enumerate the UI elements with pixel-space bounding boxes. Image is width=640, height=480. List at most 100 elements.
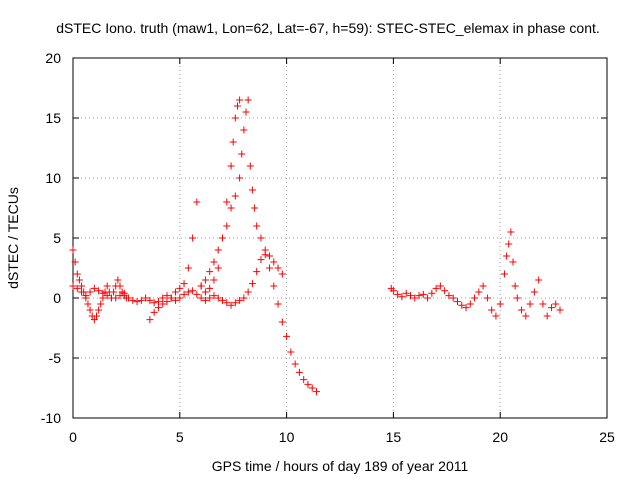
data-point — [189, 234, 197, 242]
data-point — [522, 312, 530, 320]
data-point — [110, 288, 118, 296]
x-tick-label: 15 — [386, 429, 402, 445]
data-point — [295, 368, 303, 376]
data-point — [507, 228, 515, 236]
data-point — [530, 288, 538, 296]
data-point — [471, 294, 479, 302]
data-point — [556, 306, 564, 314]
data-point — [176, 294, 184, 302]
data-point — [223, 222, 231, 230]
data-point — [214, 294, 222, 302]
data-point — [415, 292, 423, 300]
data-point — [278, 318, 286, 326]
data-point — [73, 270, 81, 278]
data-point — [150, 299, 158, 307]
data-point — [246, 162, 254, 170]
y-tick-label: 20 — [45, 50, 61, 66]
data-point — [201, 288, 209, 296]
data-point — [511, 282, 519, 290]
data-point — [449, 294, 457, 302]
data-point — [73, 284, 81, 292]
data-point — [193, 198, 201, 206]
data-point — [253, 222, 261, 230]
data-point — [229, 138, 237, 146]
series-group — [69, 96, 564, 396]
data-point — [103, 292, 111, 300]
x-tick-label: 20 — [492, 429, 508, 445]
data-point — [210, 258, 218, 266]
data-point — [210, 276, 218, 284]
data-point — [503, 252, 511, 260]
data-point — [219, 296, 227, 304]
data-point — [496, 300, 504, 308]
data-point — [223, 299, 231, 307]
data-point — [114, 276, 122, 284]
data-point — [159, 300, 167, 308]
data-point — [78, 282, 86, 290]
data-point — [163, 292, 171, 300]
data-point — [86, 306, 94, 314]
data-point — [184, 288, 192, 296]
data-point — [99, 289, 107, 297]
data-point — [475, 288, 483, 296]
data-point — [227, 301, 235, 309]
data-point — [539, 300, 547, 308]
data-point — [428, 289, 436, 297]
data-point — [462, 304, 470, 312]
data-point — [300, 376, 308, 384]
y-axis-label: dSTEC / TECUs — [5, 187, 21, 289]
data-point — [394, 290, 402, 298]
data-point — [120, 289, 128, 297]
data-point — [270, 282, 278, 290]
data-point — [206, 268, 214, 276]
data-point — [75, 276, 83, 284]
data-point — [193, 290, 201, 298]
data-point — [223, 198, 231, 206]
data-point — [233, 102, 241, 110]
data-point — [518, 306, 526, 314]
data-point — [244, 288, 252, 296]
data-point — [172, 296, 180, 304]
data-point — [184, 264, 192, 272]
data-point — [402, 289, 410, 297]
data-point — [552, 300, 560, 308]
y-tick-label: 10 — [45, 170, 61, 186]
data-point — [69, 246, 77, 254]
x-tick-label: 25 — [599, 429, 615, 445]
data-point — [308, 384, 316, 392]
y-tick-label: 15 — [45, 110, 61, 126]
data-point — [231, 192, 239, 200]
data-point — [154, 304, 162, 312]
data-point — [253, 268, 261, 276]
data-point — [142, 294, 150, 302]
x-axis-label: GPS time / hours of day 189 of year 2011 — [212, 458, 469, 474]
data-point — [411, 294, 419, 302]
data-point — [129, 296, 137, 304]
data-point — [206, 284, 214, 292]
data-point — [244, 96, 252, 104]
data-point — [287, 348, 295, 356]
data-point — [227, 204, 235, 212]
data-point — [95, 306, 103, 314]
data-point — [90, 284, 98, 292]
data-point — [214, 264, 222, 272]
data-point — [159, 294, 167, 302]
data-point — [304, 380, 312, 388]
data-point — [406, 292, 414, 300]
data-point — [197, 294, 205, 302]
data-point — [180, 290, 188, 298]
data-point — [445, 292, 453, 300]
data-point — [257, 256, 265, 264]
axis-ticks: 0 5 10 15 20 25 -10 -5 0 5 10 15 20 — [41, 50, 615, 445]
data-point — [189, 287, 197, 295]
chart-title: dSTEC Iono. truth (maw1, Lon=62, Lat=-67… — [56, 20, 600, 36]
y-tick-label: 0 — [53, 290, 61, 306]
data-point — [266, 264, 274, 272]
data-point — [251, 204, 259, 212]
data-point — [154, 298, 162, 306]
data-point — [278, 270, 286, 278]
data-point — [424, 294, 432, 302]
data-point — [84, 300, 92, 308]
data-point — [197, 282, 205, 290]
data-point — [274, 264, 282, 272]
